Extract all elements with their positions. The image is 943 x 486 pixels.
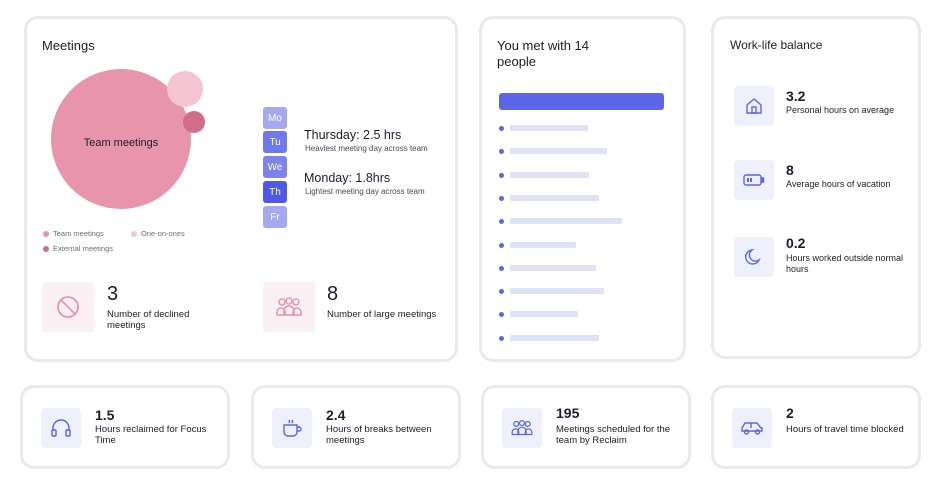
- personal-hours-label: Personal hours on average: [786, 105, 895, 115]
- legend-label: One-on-ones: [141, 229, 185, 238]
- outside-hours-icon-tile: [734, 237, 774, 277]
- lightest-day-heading: Monday: 1.8hrs: [304, 171, 391, 185]
- lightest-day-caption: Lightest meeting day across team: [305, 187, 425, 196]
- person-bullet: [499, 288, 504, 294]
- legend-dot: [131, 230, 137, 237]
- day-tuesday[interactable]: Tu: [263, 131, 287, 153]
- person-bar: [510, 195, 599, 201]
- focus-time-label: Hours reclaimed for Focus Time: [95, 424, 207, 446]
- heaviest-day-caption: Heaviest meeting day across team: [305, 144, 428, 153]
- one-on-ones-bubble[interactable]: [167, 71, 203, 107]
- legend-external-meetings: External meetings: [43, 244, 113, 253]
- team-meetings-bubble-label: Team meetings: [83, 137, 159, 149]
- outside-hours-value: 0.2: [786, 235, 806, 251]
- outside-hours-label: Hours worked outside normal hours: [786, 253, 904, 274]
- people-title: You met with 14 people: [497, 38, 590, 69]
- breaks-card: 2.4 Hours of breaks between meetings: [251, 385, 461, 469]
- declined-count: 3: [107, 283, 119, 305]
- large-meetings-label: Number of large meetings: [327, 309, 437, 320]
- person-row: [499, 264, 596, 272]
- scheduled-meetings-value: 195: [556, 405, 580, 421]
- moon-icon: [744, 249, 761, 265]
- person-bullet: [499, 195, 504, 201]
- day-wednesday[interactable]: We: [263, 156, 287, 178]
- personal-hours-icon-tile: [734, 86, 774, 126]
- travel-time-value: 2: [786, 405, 794, 421]
- heaviest-day-heading: Thursday: 2.5 hrs: [304, 128, 402, 142]
- travel-time-card: 2 Hours of travel time blocked: [711, 385, 921, 469]
- legend-dot: [43, 230, 49, 237]
- scheduled-meetings-label: Meetings scheduled for the team by Recla…: [556, 424, 671, 446]
- declined-icon-tile: [42, 282, 94, 332]
- headphones-icon: [51, 419, 71, 437]
- legend-label: External meetings: [53, 244, 114, 253]
- person-bar: [510, 335, 599, 341]
- people-card: You met with 14 people: [479, 16, 686, 362]
- vacation-value: 8: [786, 162, 794, 178]
- travel-time-icon-tile: [732, 408, 772, 448]
- legend-dot: [43, 245, 49, 252]
- person-bar: [510, 125, 588, 131]
- person-bullet: [499, 125, 504, 131]
- home-icon: [746, 98, 762, 114]
- declined-label: Number of declined meetings: [107, 309, 190, 331]
- person-row: [499, 171, 589, 179]
- coffee-cup-icon: [283, 419, 302, 437]
- meetings-title: Meetings: [42, 38, 95, 53]
- person-row: [499, 287, 604, 295]
- car-icon: [741, 422, 763, 435]
- legend-label: Team meetings: [53, 229, 104, 238]
- people-header-bar: [499, 93, 664, 110]
- focus-time-card: 1.5 Hours reclaimed for Focus Time: [20, 385, 230, 469]
- scheduled-meetings-icon-tile: [502, 408, 542, 448]
- person-bar: [510, 265, 596, 271]
- person-bullet: [499, 172, 504, 178]
- battery-icon: [743, 174, 765, 186]
- person-row: [499, 241, 576, 249]
- person-row: [499, 217, 622, 225]
- vacation-label: Average hours of vacation: [786, 179, 891, 189]
- person-bar: [510, 311, 578, 317]
- day-monday[interactable]: Mo: [263, 107, 287, 129]
- personal-hours-value: 3.2: [786, 88, 806, 104]
- person-bar: [510, 242, 576, 248]
- group-icon: [276, 297, 302, 316]
- day-friday[interactable]: Fr: [263, 206, 287, 228]
- person-bullet: [499, 265, 504, 271]
- breaks-label: Hours of breaks between meetings: [326, 424, 432, 446]
- group-icon: [511, 420, 533, 436]
- person-bar: [510, 148, 607, 154]
- person-bullet: [499, 242, 504, 248]
- person-row: [499, 334, 599, 342]
- large-meetings-icon-tile: [263, 282, 315, 332]
- person-bullet: [499, 335, 504, 341]
- day-thursday[interactable]: Th: [263, 181, 287, 203]
- legend-one-on-ones: One-on-ones: [131, 229, 185, 238]
- focus-time-icon-tile: [41, 408, 81, 448]
- legend-team-meetings: Team meetings: [43, 229, 104, 238]
- person-bar: [510, 288, 604, 294]
- travel-time-label: Hours of travel time blocked: [786, 424, 904, 435]
- person-row: [499, 124, 588, 132]
- external-meetings-bubble[interactable]: [183, 111, 205, 133]
- person-bar: [510, 172, 589, 178]
- person-row: [499, 310, 578, 318]
- focus-time-value: 1.5: [95, 407, 115, 423]
- person-bullet: [499, 218, 504, 224]
- person-bullet: [499, 311, 504, 317]
- breaks-value: 2.4: [326, 407, 346, 423]
- person-row: [499, 147, 607, 155]
- work-life-card: Work-life balance 3.2 Personal hours on …: [711, 16, 921, 359]
- large-meetings-count: 8: [327, 283, 339, 305]
- person-bullet: [499, 148, 504, 154]
- scheduled-meetings-card: 195 Meetings scheduled for the team by R…: [481, 385, 691, 469]
- breaks-icon-tile: [272, 408, 312, 448]
- work-life-title: Work-life balance: [730, 38, 823, 52]
- prohibited-icon: [57, 296, 79, 318]
- person-bar: [510, 218, 622, 224]
- vacation-icon-tile: [734, 160, 774, 200]
- person-row: [499, 194, 599, 202]
- meetings-card: Meetings Team meetings Team meetings One…: [24, 16, 458, 362]
